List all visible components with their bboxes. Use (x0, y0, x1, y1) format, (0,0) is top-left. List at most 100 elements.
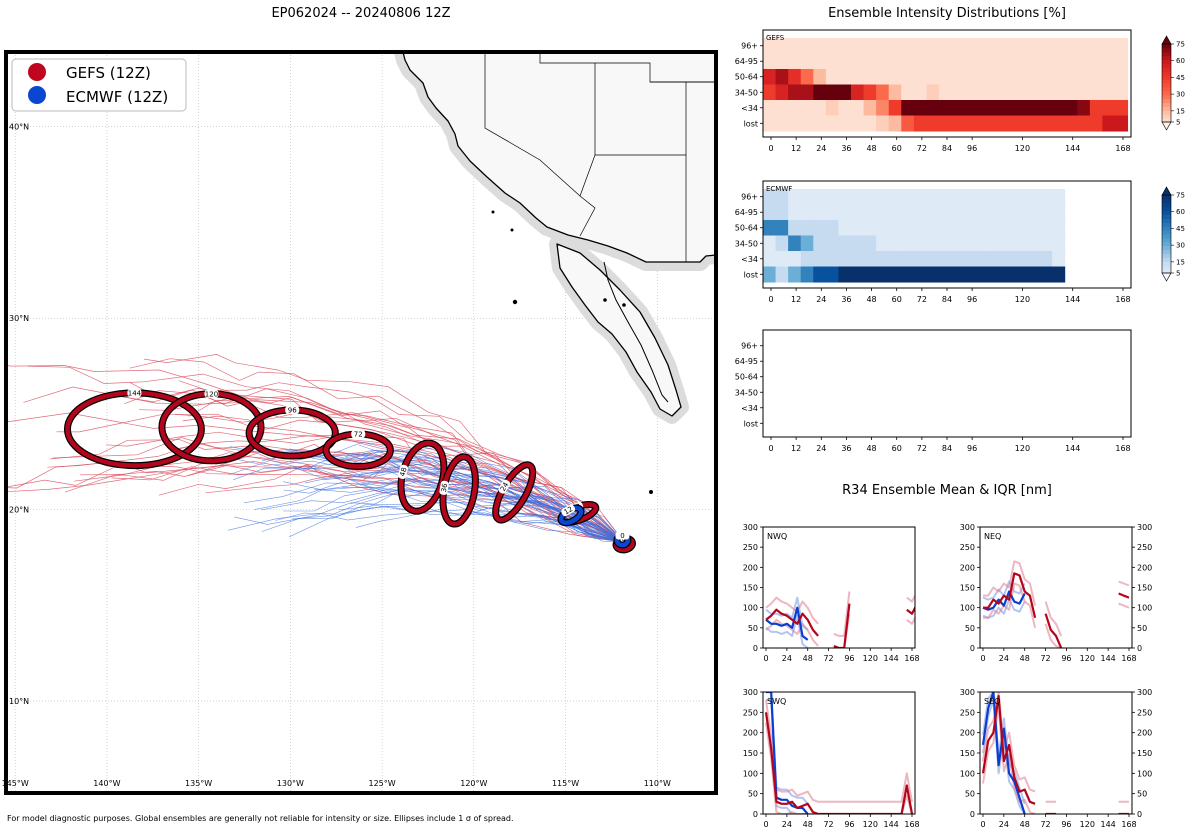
intensity-x-label: 144 (1065, 295, 1080, 304)
intensity-cell (913, 100, 927, 117)
intensity-cell (1001, 37, 1015, 54)
intensity-title: Ensemble Intensity Distributions [%] (828, 6, 1066, 21)
intensity-cell (763, 219, 777, 236)
lat-tick-label: 10°N (9, 697, 29, 706)
intensity-cell (813, 235, 827, 252)
intensity-cell (913, 37, 927, 54)
r34-y-label-left: 150 (960, 749, 975, 758)
intensity-cell (1052, 68, 1066, 85)
lon-tick-label: 130°W (277, 779, 304, 788)
intensity-cell (901, 204, 915, 221)
intensity-cell (788, 235, 802, 252)
intensity-cell (913, 115, 927, 132)
r34-y-label: 100 (743, 769, 758, 778)
intensity-cell (964, 53, 978, 70)
ecmwf-member-track (355, 507, 625, 543)
intensity-cell (1039, 37, 1053, 54)
gefs-member-track (139, 401, 625, 543)
intensity-cell (863, 53, 877, 70)
intensity-cell (876, 84, 890, 101)
intensity-cell (876, 100, 890, 117)
intensity-cell (863, 219, 877, 236)
intensity-cell (976, 266, 990, 283)
colorbar-tick-label: 60 (1176, 57, 1185, 65)
intensity-cell (901, 266, 915, 283)
intensity-cell (1115, 115, 1129, 132)
r34-y-label: 300 (743, 688, 758, 697)
colorbar-segment (1162, 94, 1171, 100)
gefs-ellipse-label: 36 (439, 480, 449, 495)
intensity-row-label: 34-50 (735, 388, 758, 397)
intensity-x-label: 60 (892, 444, 902, 453)
intensity-cell (1027, 37, 1041, 54)
intensity-cell (939, 84, 953, 101)
r34-y-label: 200 (743, 563, 758, 572)
gefs-iqr-low (765, 613, 915, 648)
intensity-cell (901, 188, 915, 205)
intensity-cell (913, 235, 927, 252)
intensity-cell (1077, 84, 1091, 101)
gefs-ellipse-label: 72 (351, 429, 366, 438)
intensity-cell (976, 219, 990, 236)
intensity-cell (838, 84, 852, 101)
intensity-cell (825, 188, 839, 205)
r34-y-label: 200 (743, 729, 758, 738)
intensity-cell (851, 37, 865, 54)
intensity-distributions: GEFS 96+ 64-95 50-64 34-50 <34 lost 0 12 24 36 48 60… (735, 29, 1185, 453)
r34-x-label: 120 (863, 820, 878, 829)
intensity-cell (951, 115, 965, 132)
gefs-member-track (144, 354, 625, 543)
r34-x-label: 0 (763, 654, 768, 663)
intensity-cell (1115, 100, 1129, 117)
intensity-row-label: 96+ (741, 42, 758, 51)
ecmwf-ellipse-hour-label: 12 (563, 505, 575, 516)
intensity-cell (926, 100, 940, 117)
intensity-cell (951, 188, 965, 205)
intensity-cell (851, 84, 865, 101)
r34-y-label: 50 (1137, 624, 1147, 633)
intensity-cell (775, 84, 789, 101)
colorbar-segment (1162, 71, 1171, 76)
intensity-cell (964, 188, 978, 205)
intensity-cell (863, 188, 877, 205)
ecmwf-member-track (334, 441, 625, 543)
intensity-x-label: 144 (1065, 444, 1080, 453)
intensity-cell (989, 100, 1003, 117)
intensity-cell (1052, 53, 1066, 70)
intensity-cell (800, 251, 814, 268)
intensity-cell (888, 100, 902, 117)
intensity-cell (976, 84, 990, 101)
intensity-cell (901, 68, 915, 85)
r34-x-label: 72 (1040, 654, 1050, 663)
intensity-cell (800, 235, 814, 252)
intensity-cell (851, 53, 865, 70)
intensity-cell (1039, 235, 1053, 252)
intensity-cell (1064, 115, 1078, 132)
r34-panel-label: SWQ (767, 697, 786, 706)
intensity-cell (788, 266, 802, 283)
intensity-cell (1102, 100, 1116, 117)
intensity-cell (989, 266, 1003, 283)
intensity-cell (888, 204, 902, 221)
intensity-cell (775, 188, 789, 205)
ensemble-ellipses: 1441209672483624120012 (63, 388, 636, 554)
intensity-cell (825, 84, 839, 101)
intensity-cell (813, 115, 827, 132)
intensity-cell (863, 204, 877, 221)
intensity-cell (901, 219, 915, 236)
intensity-cell (939, 204, 953, 221)
r34-x-label: 144 (884, 820, 899, 829)
intensity-cell (851, 115, 865, 132)
intensity-cell (876, 235, 890, 252)
intensity-cell (876, 53, 890, 70)
intensity-cell (989, 115, 1003, 132)
intensity-cell (1014, 100, 1028, 117)
intensity-cell (1039, 251, 1053, 268)
intensity-row-label: 64-95 (735, 208, 758, 217)
r34-panel-label: SEQ (984, 697, 1000, 706)
intensity-cell (851, 235, 865, 252)
colorbar-segment (1162, 206, 1171, 212)
intensity-cell (901, 37, 915, 54)
r34-y-label: 50 (748, 624, 758, 633)
